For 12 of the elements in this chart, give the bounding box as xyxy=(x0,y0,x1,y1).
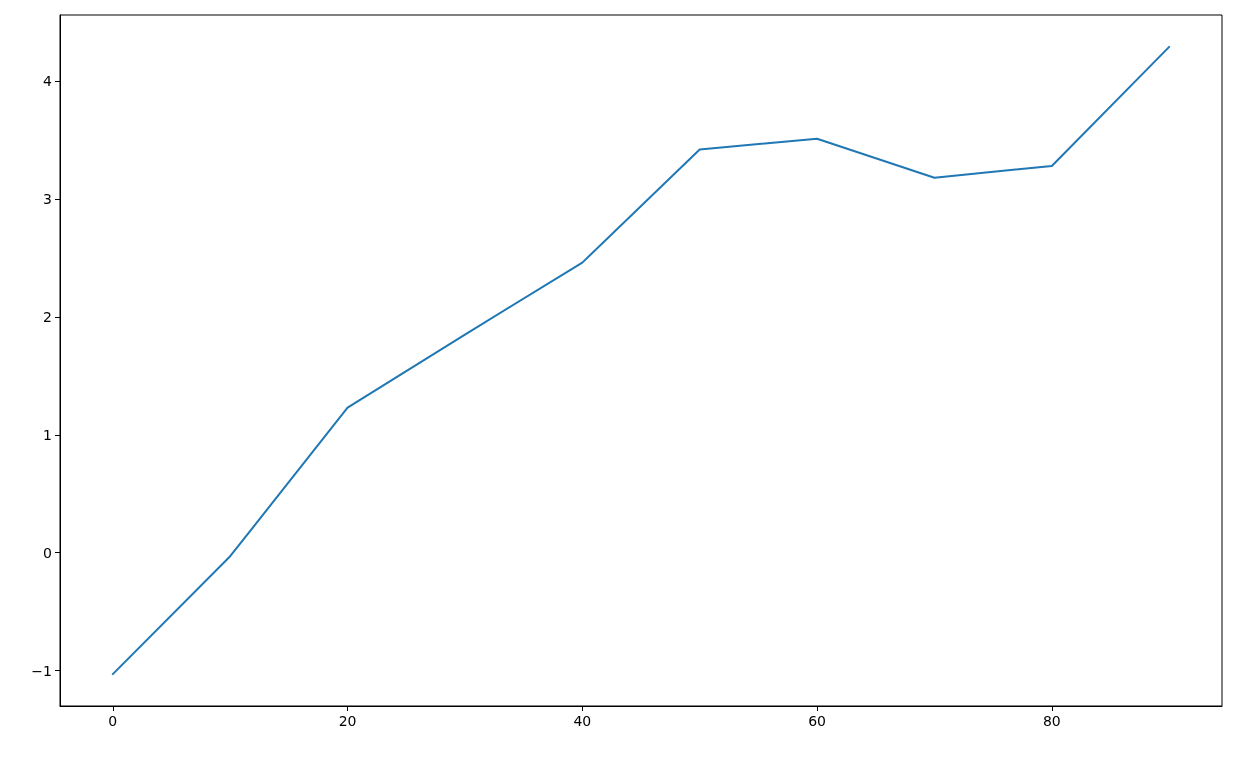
y-tick-label: 2 xyxy=(43,308,52,325)
y-tick-label: 4 xyxy=(43,73,53,90)
y-tick-label: 3 xyxy=(43,190,52,207)
x-tick-label: 60 xyxy=(808,713,826,729)
x-tick-label: 40 xyxy=(573,713,592,729)
x-tick-label: 20 xyxy=(338,713,357,729)
x-tick-label: 80 xyxy=(1042,713,1061,729)
y-tick-label: −1 xyxy=(31,662,52,679)
line-series xyxy=(111,45,1171,676)
x-tick-label: 0 xyxy=(108,713,118,729)
y-tick-label: 0 xyxy=(43,544,52,561)
y-tick-label: 1 xyxy=(43,426,52,443)
